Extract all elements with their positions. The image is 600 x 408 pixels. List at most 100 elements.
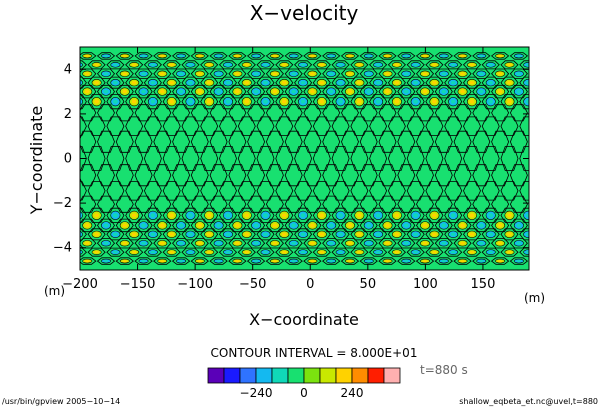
contour-core [469,250,475,254]
contour-line [294,207,313,223]
y-tick-label: −2 [53,196,72,211]
contour-line [134,84,153,99]
contour-line [172,84,191,99]
contour-core [413,99,419,104]
contour-line [228,84,247,99]
contour-core [516,54,522,57]
contour-core [366,89,372,94]
contour-line [200,207,219,223]
contour-line [218,247,238,257]
contour-core [94,81,100,85]
contour-core [244,81,250,85]
contour-line [528,260,529,262]
contour-core [375,250,381,254]
contour-core [300,232,306,236]
contour-core [84,72,90,76]
contour-line [406,228,425,241]
contour-line [322,195,341,213]
contour-line [181,228,200,241]
contour-line [500,94,519,110]
contour-line [87,94,106,110]
contour-line [509,195,528,213]
contour-line [416,104,434,122]
contour-core [478,72,484,76]
contour-core [460,241,465,245]
contour-core [497,72,503,76]
contour-line [481,228,500,241]
contour-line [125,181,144,201]
contour-core [235,223,240,228]
contour-line [237,207,256,223]
contour-fill [64,222,73,230]
contour-line [228,195,247,213]
contour-core [253,89,259,94]
contour-core [535,224,540,228]
contour-line [80,94,87,110]
contour-line [425,181,444,201]
contour-line [275,228,294,241]
contour-line [115,257,134,265]
contour-line [425,116,444,136]
contour-line [303,195,322,213]
contour-line [303,52,322,60]
contour-line [444,116,463,136]
x-tick-label: 50 [360,277,377,292]
contour-line [481,60,500,70]
contour-core [113,81,118,85]
contour-line [162,94,181,110]
contour-core [375,213,381,218]
contour-core [113,213,118,218]
contour-line [397,104,416,122]
contour-line [519,228,529,241]
contour-core [66,224,71,228]
contour-core [206,81,212,85]
contour-line [125,94,144,110]
contour-line [500,146,519,171]
contour-core [422,89,428,94]
contour-line [472,164,491,187]
contour-core [94,232,100,236]
contour-core [281,99,287,104]
contour-fill [533,88,542,96]
contour-line [491,84,510,99]
contour-line [80,257,97,265]
contour-fill [80,79,83,86]
contour-core [272,89,278,94]
contour-line [106,116,125,136]
contour-line [153,104,172,122]
contour-line [453,164,472,187]
contour-line [294,181,313,201]
contour-line [406,207,425,223]
contour-line [115,52,134,60]
contour-line [472,84,491,99]
contour-line [237,228,256,241]
contour-core [366,223,372,228]
contour-line [303,257,322,265]
x-axis-label: X−coordinate [249,310,359,329]
contour-line [528,112,529,114]
contour-line [228,164,247,187]
contour-line [444,94,463,110]
contour-core [225,63,231,67]
colorbar-label: 0 [300,386,308,400]
contour-line [265,218,284,233]
contour-line [406,181,425,201]
contour-core [94,250,100,254]
contour-line [425,247,444,257]
contour-line [359,218,378,233]
contour-core [281,213,287,218]
contour-line [481,247,500,257]
contour-line [369,247,388,257]
contour-core [450,99,456,104]
contour-line [125,247,144,257]
contour-line [228,218,247,233]
contour-line [397,52,416,60]
contour-line [87,247,106,257]
contour-core [319,99,325,104]
contour-core [197,223,203,228]
contour-core [413,250,419,254]
contour-line [181,207,200,223]
contour-core [347,223,353,228]
contour-core [178,72,184,76]
contour-line [519,94,529,110]
